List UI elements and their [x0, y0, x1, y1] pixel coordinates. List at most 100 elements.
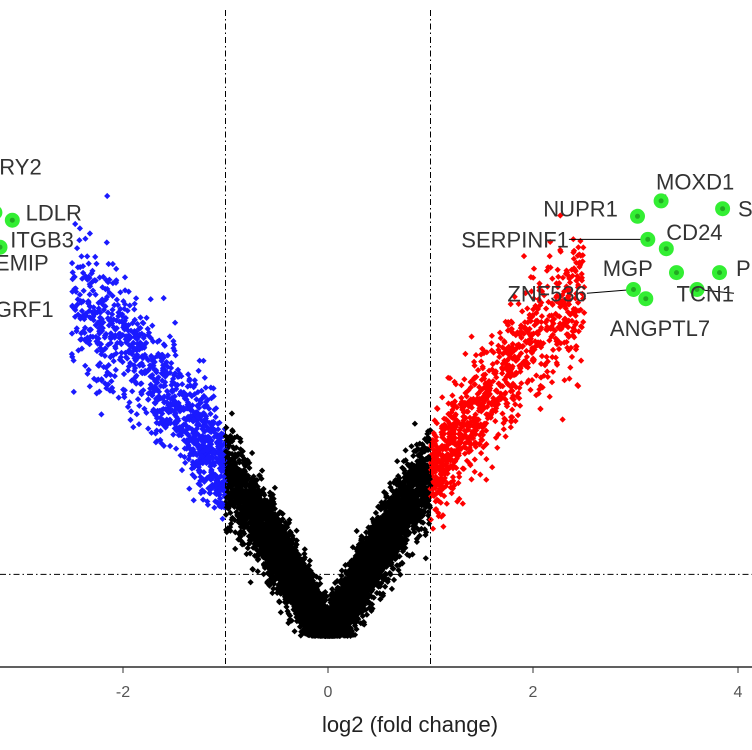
data-point	[86, 230, 94, 237]
data-point	[488, 340, 495, 347]
data-point	[70, 388, 77, 396]
data-point	[538, 352, 546, 360]
data-point	[166, 442, 174, 450]
data-point	[219, 515, 226, 522]
data-point	[496, 329, 504, 336]
data-point	[400, 465, 407, 472]
data-point	[581, 309, 588, 316]
data-point	[500, 426, 507, 433]
data-point	[507, 424, 514, 431]
data-point	[452, 381, 460, 388]
data-point	[512, 401, 519, 408]
data-point	[120, 370, 128, 378]
data-point	[459, 500, 466, 507]
data-point	[248, 449, 256, 457]
data-point	[232, 545, 239, 553]
data-point	[567, 364, 574, 371]
data-point	[92, 253, 99, 261]
data-point	[195, 367, 202, 374]
data-point	[471, 468, 478, 475]
data-point	[577, 357, 585, 364]
data-point	[178, 466, 186, 474]
data-point	[532, 338, 539, 345]
data-point	[461, 376, 468, 383]
data-point	[72, 220, 79, 228]
data-point	[171, 370, 179, 377]
data-point	[498, 370, 506, 377]
data-point	[285, 610, 292, 617]
data-point	[489, 360, 496, 368]
data-point	[514, 412, 522, 419]
data-point	[500, 419, 507, 427]
data-point	[471, 362, 478, 369]
data-point	[477, 449, 485, 457]
data-point	[572, 295, 579, 302]
data-point	[227, 509, 234, 517]
data-point	[478, 358, 485, 365]
data-point	[247, 579, 254, 586]
data-point	[166, 333, 174, 340]
data-point	[496, 353, 503, 361]
data-point	[85, 260, 92, 267]
data-point	[408, 443, 415, 450]
data-point	[501, 415, 508, 422]
data-point	[467, 461, 474, 469]
data-point	[82, 362, 89, 369]
data-point	[132, 328, 140, 335]
data-point	[157, 427, 164, 435]
data-point	[291, 628, 298, 635]
data-point	[519, 308, 526, 315]
data-point	[540, 372, 548, 379]
data-point	[544, 368, 551, 375]
data-point	[271, 484, 279, 491]
data-point	[548, 379, 556, 386]
data-point	[537, 405, 544, 413]
data-point	[196, 357, 203, 364]
data-point	[538, 313, 546, 320]
data-point	[132, 295, 140, 302]
data-point	[422, 531, 429, 539]
data-point	[546, 393, 553, 400]
data-point	[390, 576, 398, 584]
data-point	[179, 381, 186, 388]
data-point	[133, 411, 140, 418]
data-point	[472, 351, 480, 359]
data-point	[190, 497, 197, 504]
data-point	[394, 458, 401, 465]
data-point	[471, 381, 479, 388]
data-point	[508, 418, 515, 425]
data-point	[121, 274, 129, 281]
data-point	[511, 293, 518, 300]
data-point	[536, 284, 543, 291]
data-point	[495, 431, 502, 438]
data-point	[429, 525, 437, 532]
data-point	[138, 390, 145, 398]
data-point	[492, 417, 499, 425]
data-point	[76, 237, 83, 244]
data-point	[409, 551, 416, 558]
data-point	[537, 360, 545, 368]
data-point	[86, 383, 93, 390]
data-point	[483, 476, 490, 483]
data-point	[559, 416, 566, 423]
data-point	[575, 328, 582, 335]
data-point	[520, 252, 528, 260]
data-point	[474, 366, 482, 374]
data-point	[134, 396, 142, 403]
data-point	[127, 416, 134, 424]
data-point	[477, 471, 484, 478]
data-point	[478, 376, 485, 383]
data-point	[482, 371, 489, 378]
data-point	[201, 374, 208, 381]
data-point	[516, 402, 524, 409]
data-point	[172, 445, 180, 452]
data-point	[499, 410, 506, 417]
data-point	[112, 366, 119, 374]
data-point	[131, 300, 138, 307]
data-point	[455, 469, 463, 477]
data-point	[566, 375, 573, 382]
data-point	[104, 192, 111, 200]
data-point	[68, 259, 76, 267]
